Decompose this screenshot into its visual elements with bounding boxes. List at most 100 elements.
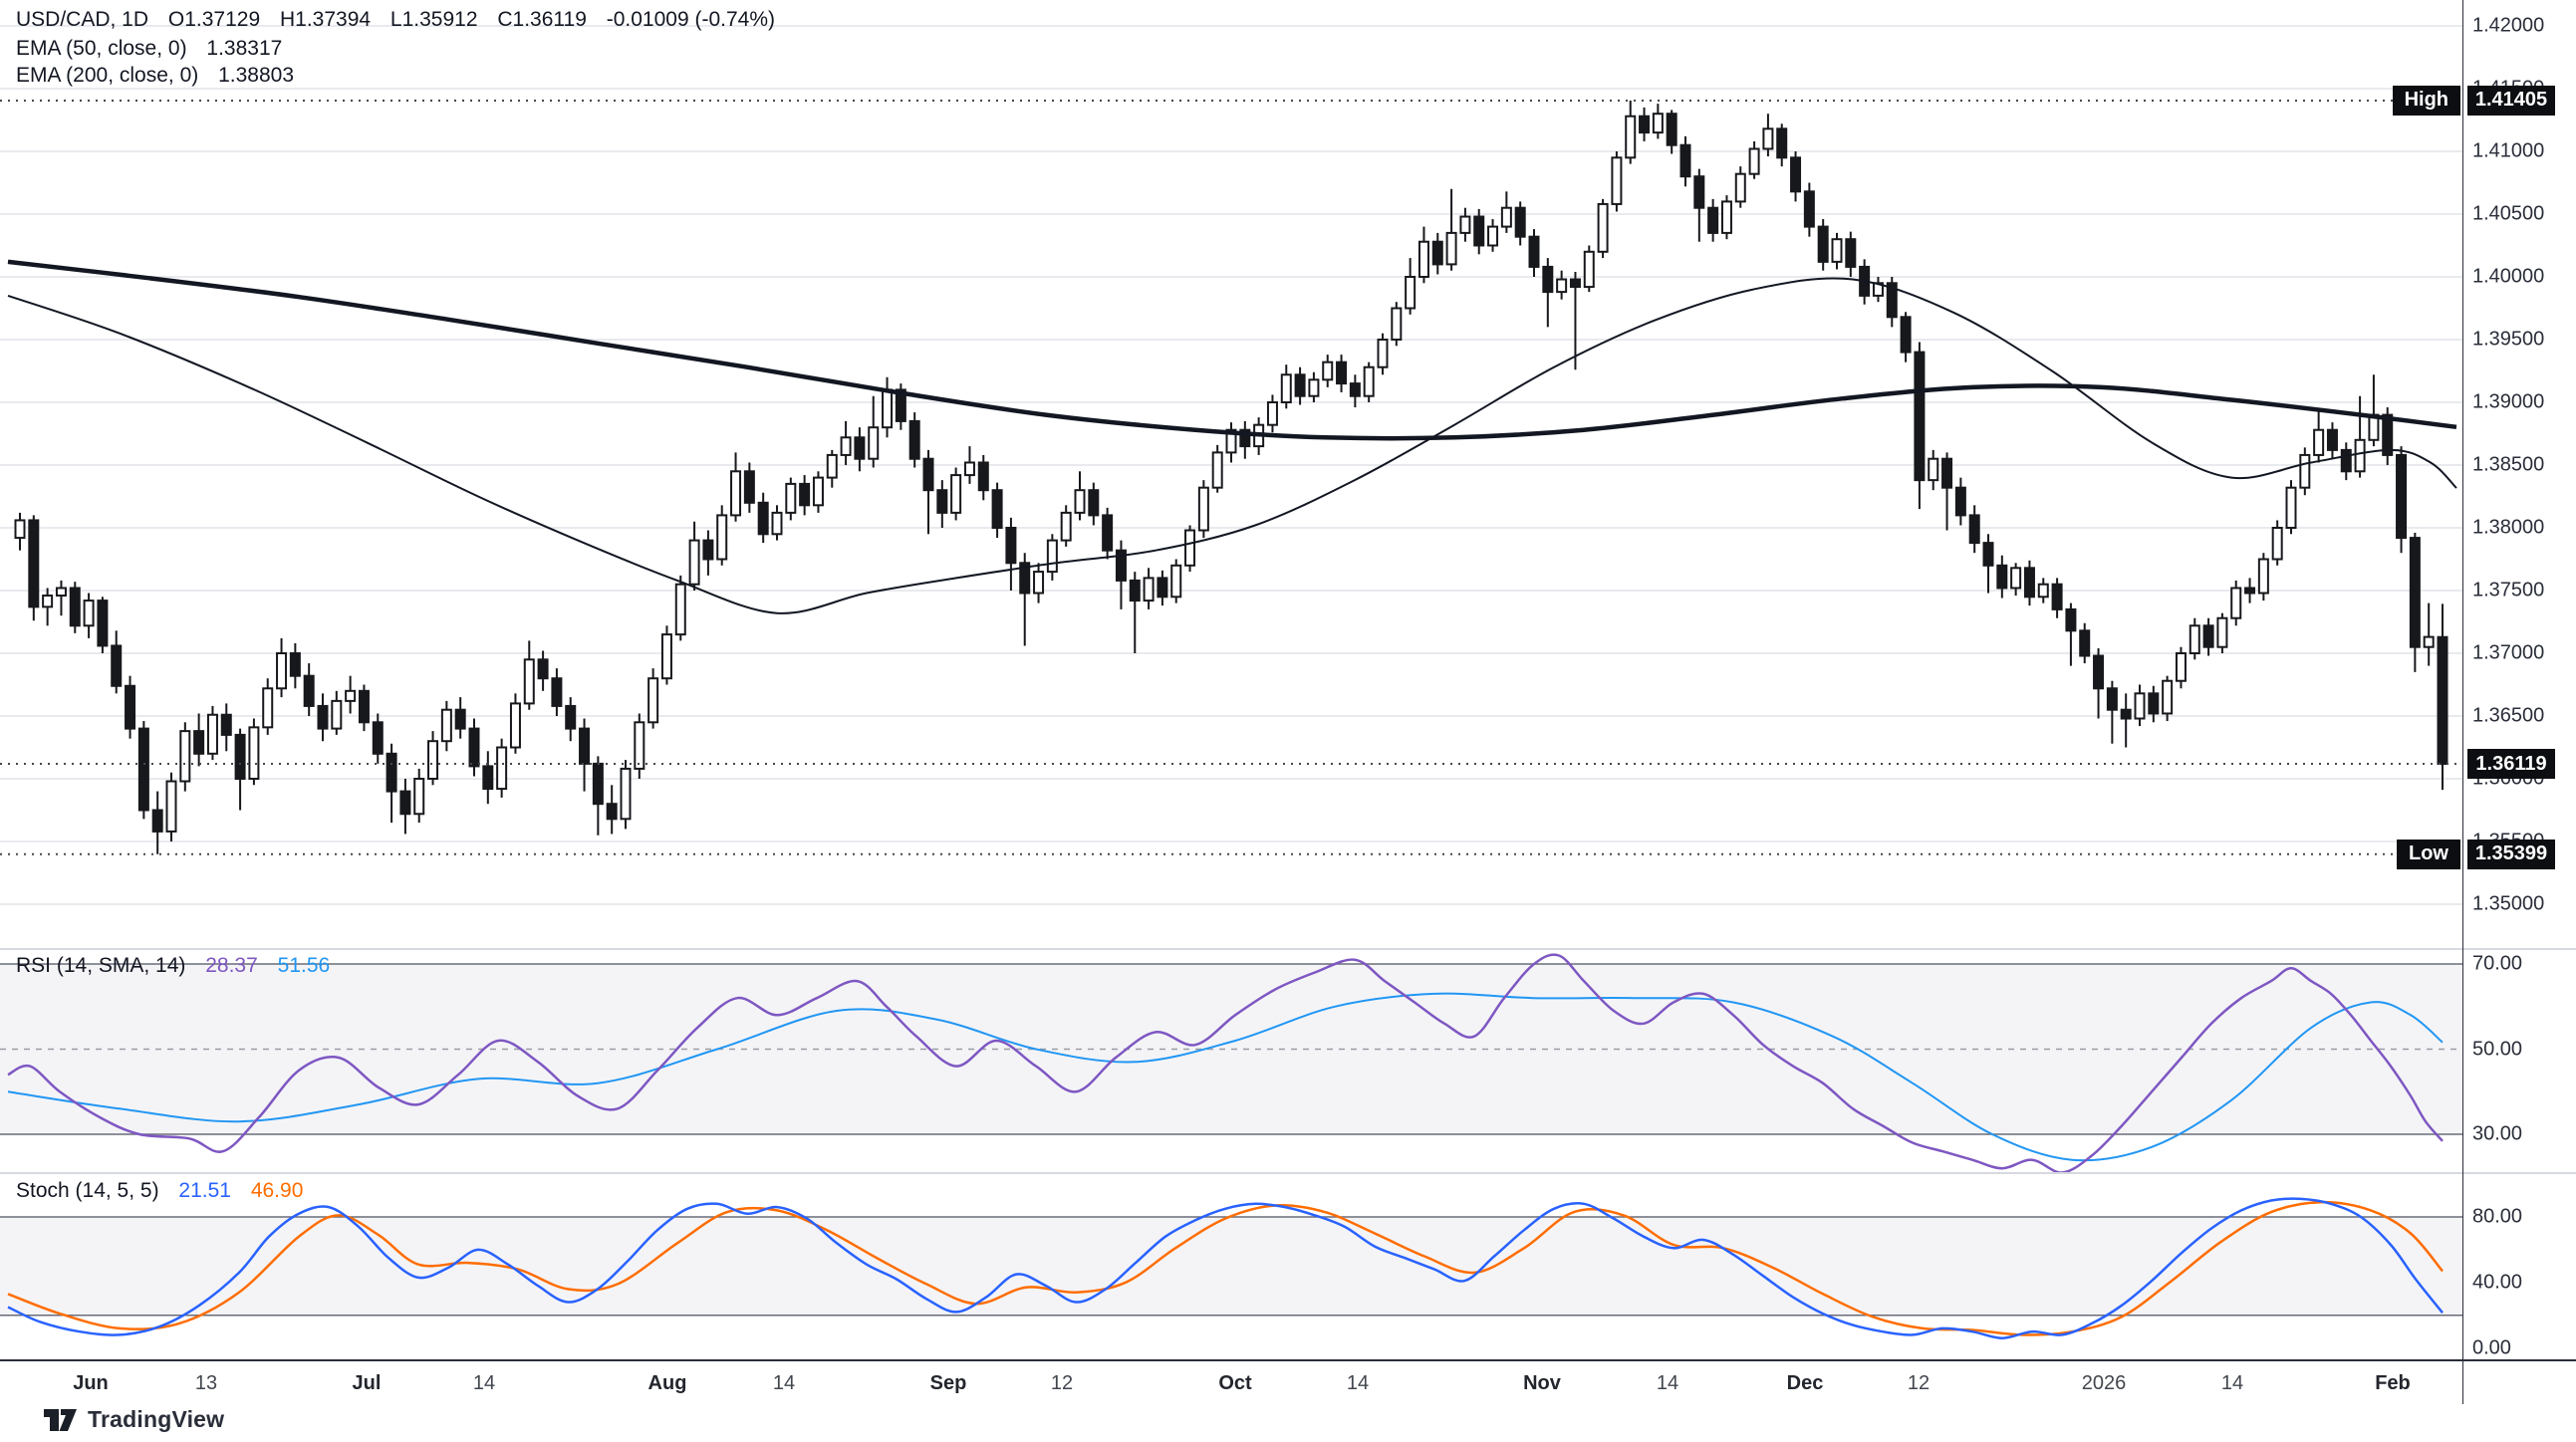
candle-down	[592, 762, 604, 806]
price-pane[interactable]	[0, 0, 2462, 949]
time-tick-label: Feb	[2375, 1372, 2411, 1394]
low-price-badge: 1.35399	[2467, 839, 2555, 869]
candle-down	[1157, 577, 1168, 599]
stoch-legend[interactable]: Stoch (14, 5, 5) 21.51 46.90	[16, 1179, 303, 1203]
symbol-title: USD/CAD, 1D	[16, 8, 149, 31]
pane-separator[interactable]	[0, 1172, 2576, 1174]
ema50-value: 1.38317	[206, 37, 283, 60]
candle-up	[730, 470, 742, 517]
candle-up	[634, 721, 645, 770]
candle-down	[854, 436, 866, 460]
candle-down	[1514, 206, 1526, 238]
rsi-value: 28.37	[205, 954, 258, 977]
candle-down	[1790, 156, 1802, 193]
candle-down	[1349, 382, 1361, 397]
candle-down	[991, 489, 1003, 530]
candle-up	[647, 677, 659, 724]
candle-down	[358, 689, 370, 724]
candle-up	[509, 702, 521, 749]
price-tick-label: 1.37000	[2472, 641, 2545, 664]
candle-down	[1569, 278, 1581, 289]
ema50-legend[interactable]: EMA (50, close, 0) 1.38317	[16, 37, 282, 61]
ema200-legend[interactable]: EMA (200, close, 0) 1.38803	[16, 64, 294, 88]
stoch-d-value: 46.90	[250, 1179, 304, 1202]
candle-up	[2299, 453, 2311, 489]
candle-up	[1046, 539, 1058, 574]
candle-up	[1266, 401, 1278, 426]
time-tick-label: 12	[1907, 1372, 1931, 1394]
price-tick-label: 1.40500	[2472, 202, 2545, 225]
rsi-legend[interactable]: RSI (14, SMA, 14) 28.37 51.56	[16, 954, 330, 978]
price-axis-border	[2462, 0, 2463, 1404]
candle-down	[151, 809, 163, 833]
candle-up	[1060, 511, 1072, 542]
candle-down	[2244, 587, 2256, 595]
candle-down	[2023, 567, 2035, 599]
candle-up	[427, 740, 439, 781]
candle-down	[1845, 238, 1857, 268]
ohlc-open-key: O	[167, 8, 185, 31]
price-tick-label: 1.42000	[2472, 14, 2545, 37]
price-tick-label: 1.38000	[2472, 516, 2545, 539]
candle-up	[2271, 527, 2283, 561]
candle-up	[1556, 278, 1568, 294]
last-price-badge: 1.36119	[2467, 749, 2555, 779]
high-price-badge: 1.41405	[2467, 85, 2555, 116]
ohlc-low-key: L	[389, 8, 402, 31]
candle-down	[2409, 537, 2421, 648]
time-tick-label: Oct	[1218, 1372, 1252, 1394]
candle-up	[1417, 240, 1429, 278]
price-tick-label: 1.40000	[2472, 265, 2545, 288]
candle-down	[1900, 316, 1912, 354]
candle-up	[179, 730, 191, 783]
candle-up	[620, 767, 632, 821]
candle-up	[1184, 529, 1196, 567]
candle-up	[963, 461, 975, 477]
time-tick-label: 14	[1346, 1372, 1370, 1394]
candle-down	[2106, 687, 2118, 711]
time-tick-label: 14	[2220, 1372, 2244, 1394]
candle-down	[1639, 115, 1651, 134]
change-value: -0.01009 (-0.74%)	[606, 8, 776, 31]
candle-up	[1487, 225, 1499, 247]
ema200-line	[7, 259, 2457, 441]
candle-down	[1803, 190, 1815, 228]
candle-up	[882, 388, 894, 429]
low-marker-label: Low	[2397, 839, 2460, 869]
candle-down	[1954, 486, 1966, 517]
candle-down	[2120, 708, 2132, 720]
time-tick-label: 13	[194, 1372, 218, 1394]
stoch-label: Stoch (14, 5, 5)	[16, 1179, 159, 1202]
stoch-k-value: 21.51	[178, 1179, 231, 1202]
stochastic-pane[interactable]	[0, 1173, 2462, 1359]
symbol-legend[interactable]: USD/CAD, 1D O1.37129 H1.37394 L1.35912 C…	[16, 8, 775, 32]
price-tick-label: 1.38500	[2472, 453, 2545, 476]
candle-up	[2354, 438, 2366, 473]
candle-up	[1033, 571, 1045, 595]
candle-up	[1748, 147, 1760, 175]
candle-up	[674, 583, 686, 636]
candle-down	[1102, 514, 1114, 552]
candle-down	[1129, 579, 1141, 602]
time-tick-label: Jun	[73, 1372, 109, 1394]
rsi-tick-label: 30.00	[2472, 1122, 2523, 1145]
time-tick-label: Jul	[352, 1372, 382, 1394]
candle-down	[977, 461, 989, 492]
rsi-pane[interactable]	[0, 949, 2462, 1173]
tradingview-logo[interactable]: TradingView	[44, 1406, 224, 1433]
candle-down	[1817, 225, 1829, 263]
candle-down	[1914, 351, 1926, 482]
time-tick-label: Aug	[647, 1372, 687, 1394]
candle-up	[496, 746, 508, 791]
candle-up	[2313, 428, 2325, 456]
candle-down	[317, 704, 329, 730]
candle-down	[1336, 360, 1348, 385]
candle-up	[1363, 365, 1375, 397]
pane-separator[interactable]	[0, 948, 2576, 950]
candle-down	[97, 600, 109, 647]
rsi-ma-value: 51.56	[277, 954, 331, 977]
candle-up	[1225, 428, 1237, 454]
candle-down	[1528, 235, 1540, 268]
candle-down	[468, 727, 480, 768]
